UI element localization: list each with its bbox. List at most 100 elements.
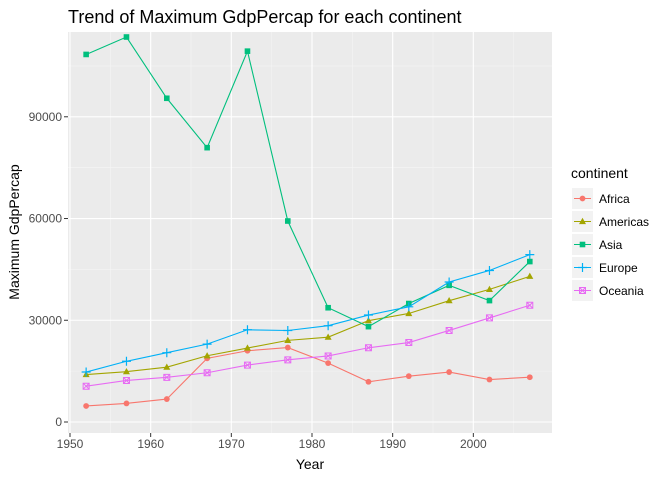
data-point-oceania <box>405 339 413 347</box>
y-tick-label: 0 <box>55 415 62 429</box>
data-point-oceania <box>485 314 493 322</box>
x-tick-label: 1990 <box>379 437 406 451</box>
data-point-oceania <box>122 376 130 384</box>
data-point-americas <box>364 316 372 324</box>
y-tick-label: 60000 <box>29 212 63 226</box>
data-point-asia <box>325 304 331 311</box>
series-line-europe <box>85 254 531 373</box>
data-point-oceania <box>284 356 292 364</box>
data-point-oceania <box>82 382 90 390</box>
series-line-asia <box>85 36 531 328</box>
legend-key-marker <box>579 217 586 225</box>
legend-item-oceania: Oceania <box>572 280 644 301</box>
data-point-africa <box>123 400 130 407</box>
data-point-americas <box>445 297 453 304</box>
legend-key-marker <box>579 241 586 248</box>
data-point-europe <box>363 310 373 320</box>
chart-title: Trend of Maximum GdpPercap for each cont… <box>68 7 462 27</box>
legend: continent Africa Americas Asia Europe Oceani… <box>571 165 649 301</box>
data-point-africa <box>163 396 170 402</box>
x-axis-label: Year <box>296 456 325 472</box>
data-point-europe <box>404 302 414 312</box>
data-point-africa <box>486 376 493 383</box>
data-point-americas <box>122 367 130 375</box>
series-line-africa <box>86 346 530 407</box>
legend-label: Europe <box>599 261 638 275</box>
data-point-asia <box>123 34 130 40</box>
data-point-oceania <box>324 352 332 360</box>
data-point-europe <box>323 321 333 331</box>
series-americas <box>82 272 534 378</box>
x-tick-label: 1950 <box>57 437 84 451</box>
data-point-oceania <box>203 369 211 377</box>
series-layer <box>81 34 535 409</box>
x-tick-label: 2000 <box>460 437 487 451</box>
y-axis-label: Maximum GdpPercap <box>6 164 22 300</box>
data-point-americas <box>243 344 251 351</box>
data-point-americas <box>526 272 534 279</box>
data-point-oceania <box>526 301 534 309</box>
data-point-europe <box>444 277 454 287</box>
legend-label: Americas <box>599 215 649 229</box>
x-tick-label: 1980 <box>299 437 326 451</box>
legend-item-americas: Americas <box>572 211 649 232</box>
legend-key-marker <box>579 287 586 294</box>
data-point-africa <box>446 369 453 375</box>
data-point-europe <box>525 250 535 260</box>
y-tick-label: 30000 <box>29 313 63 327</box>
data-point-americas <box>284 336 292 343</box>
legend-label: Africa <box>599 192 630 206</box>
legend-key-marker <box>578 263 587 272</box>
data-point-africa <box>526 374 533 381</box>
data-point-asia <box>365 323 372 330</box>
series-oceania <box>82 301 534 390</box>
data-point-africa <box>365 378 372 385</box>
data-point-americas <box>163 363 171 370</box>
legend-item-africa: Africa <box>572 188 630 209</box>
data-point-asia <box>164 95 170 102</box>
series-line-oceania <box>86 304 530 387</box>
data-point-europe <box>283 325 293 335</box>
data-point-asia <box>527 258 533 265</box>
data-point-africa <box>405 373 412 380</box>
data-point-asia <box>244 48 251 54</box>
data-point-oceania <box>163 373 171 381</box>
axes-layer: 1950 1960 1970 1980 1990 2000 0 30000 60000 90000 <box>29 110 487 451</box>
legend-item-europe: Europe <box>572 257 638 278</box>
data-point-africa <box>325 360 332 367</box>
data-point-oceania <box>445 326 453 334</box>
series-africa <box>83 344 533 409</box>
y-tick-label: 90000 <box>29 110 63 124</box>
data-point-africa <box>284 344 291 351</box>
data-point-europe <box>242 325 252 335</box>
data-point-europe <box>162 348 172 358</box>
data-point-europe <box>121 356 131 366</box>
data-point-americas <box>405 309 413 317</box>
data-point-asia <box>204 144 210 151</box>
data-point-asia <box>486 297 493 304</box>
data-point-europe <box>202 339 212 349</box>
legend-title: continent <box>571 165 628 181</box>
data-point-europe <box>484 265 494 275</box>
series-line-americas <box>86 275 530 376</box>
data-point-europe <box>81 367 91 377</box>
legend-item-asia: Asia <box>572 234 623 255</box>
data-point-oceania <box>243 361 251 369</box>
data-point-oceania <box>364 344 372 352</box>
plot-panel <box>68 32 552 433</box>
x-tick-label: 1960 <box>137 437 164 451</box>
data-point-asia <box>285 218 291 224</box>
legend-label: Oceania <box>599 284 644 298</box>
x-tick-label: 1970 <box>218 437 245 451</box>
data-point-asia <box>83 51 89 58</box>
legend-key-marker <box>579 195 586 202</box>
series-europe <box>81 250 535 377</box>
data-point-americas <box>203 352 211 359</box>
data-point-americas <box>485 285 493 293</box>
grid-minor <box>68 32 552 433</box>
data-point-africa <box>83 403 90 409</box>
data-point-americas <box>324 333 332 340</box>
grid-major <box>68 32 552 433</box>
legend-label: Asia <box>599 238 623 252</box>
